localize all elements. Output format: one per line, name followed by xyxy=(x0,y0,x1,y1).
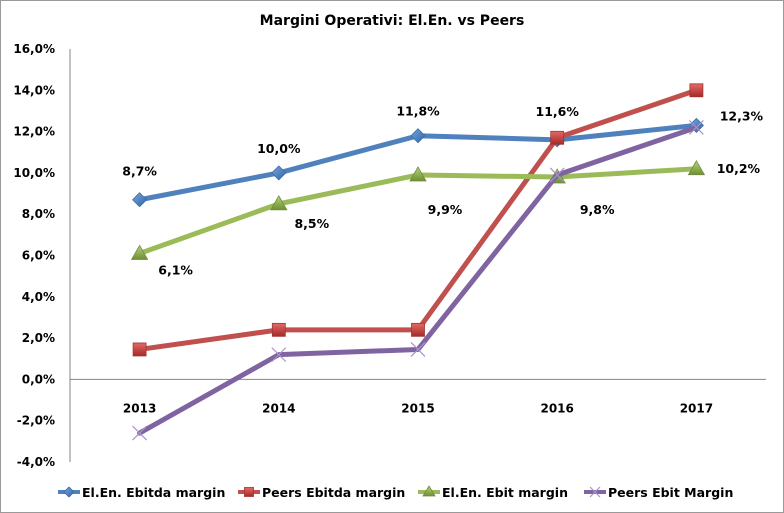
legend-item-elen-ebitda: El.En. Ebitda margin xyxy=(58,485,225,500)
y-tick-label: 12,0% xyxy=(13,125,55,139)
data-point-peers-ebitda xyxy=(271,322,286,337)
legend-marker-peers-ebitda xyxy=(244,487,254,497)
x-tick-label: 2014 xyxy=(262,401,295,415)
data-label-elen-ebitda: 12,3% xyxy=(720,108,764,123)
series-peers-ebitda xyxy=(132,83,704,357)
y-tick-label: 14,0% xyxy=(13,83,55,97)
legend-marker-elen-ebitda xyxy=(63,486,75,498)
data-label-elen-ebitda: 8,7% xyxy=(122,164,157,179)
data-point-peers-ebit xyxy=(688,120,704,135)
data-label-elen-ebitda: 11,6% xyxy=(536,104,580,119)
x-tick-label: 2015 xyxy=(401,401,434,415)
legend-label: El.En. Ebitda margin xyxy=(82,485,225,500)
data-label-elen-ebit: 10,2% xyxy=(717,161,761,176)
chart-title: Margini Operativi: El.En. vs Peers xyxy=(260,13,525,29)
data-label-elen-ebitda: 11,8% xyxy=(396,104,440,119)
axes: 16,0% 14,0% 12,0% 10,0% 8,0% 6,0% 4,0% 2,0% 0,0%… xyxy=(13,42,766,469)
legend: El.En. Ebitda margin Peers Ebitda margin E… xyxy=(58,485,733,500)
legend-item-peers-ebitda: Peers Ebitda margin xyxy=(238,485,405,500)
x-marker-stroke xyxy=(132,425,148,441)
data-point-peers-ebit xyxy=(549,167,565,183)
y-tick-label: 4,0% xyxy=(22,290,55,304)
legend-marker-peers-ebit xyxy=(589,486,601,498)
x-marker-stroke xyxy=(549,167,565,183)
data-point-peers-ebit xyxy=(271,347,287,363)
y-tick-label: 8,0% xyxy=(22,207,55,221)
data-label-elen-ebitda: 10,0% xyxy=(257,141,301,156)
x-marker-stroke xyxy=(410,342,426,357)
data-point-elen-ebit xyxy=(687,159,706,176)
data-point-peers-ebit xyxy=(132,425,148,441)
x-tick-label: 2017 xyxy=(680,401,713,415)
data-point-elen-ebitda xyxy=(271,165,287,181)
x-tick-label: 2016 xyxy=(540,401,573,415)
legend-marker-elen-ebit xyxy=(422,485,436,497)
legend-label: Peers Ebit Margin xyxy=(608,485,733,500)
data-point-peers-ebitda xyxy=(689,83,704,98)
x-marker-stroke xyxy=(271,347,287,363)
data-point-elen-ebit xyxy=(270,195,288,211)
data-label-elen-ebit: 9,8% xyxy=(580,202,615,217)
x-tick-label: 2013 xyxy=(123,401,156,415)
y-tick-label: -4,0% xyxy=(17,455,55,469)
series-elen-ebitda xyxy=(132,117,704,208)
y-tick-label: -2,0% xyxy=(17,414,55,428)
data-point-peers-ebitda xyxy=(550,130,565,145)
series-elen-ebit xyxy=(130,159,706,260)
series-peers-ebit xyxy=(132,120,704,441)
x-marker-stroke xyxy=(688,120,704,135)
legend-item-elen-ebit: El.En. Ebit margin xyxy=(418,485,568,500)
data-point-elen-ebitda xyxy=(132,192,148,208)
data-label-elen-ebit: 9,9% xyxy=(428,202,463,217)
data-label-elen-ebit: 8,5% xyxy=(294,216,329,231)
data-labels: 8,7% 10,0% 11,8% 11,6% 12,3% 6,1% 8,5% 9,9% 9,8%… xyxy=(122,104,763,278)
data-point-elen-ebitda xyxy=(410,128,426,144)
series-layer xyxy=(130,83,706,441)
y-tick-label: 10,0% xyxy=(13,166,55,180)
legend-label: Peers Ebitda margin xyxy=(262,485,405,500)
legend-item-peers-ebit: Peers Ebit Margin xyxy=(584,485,733,500)
y-tick-label: 16,0% xyxy=(13,42,55,56)
data-point-elen-ebit xyxy=(409,166,427,182)
data-point-peers-ebit xyxy=(410,342,426,357)
x-marker-stroke xyxy=(589,486,601,498)
data-label-elen-ebit: 6,1% xyxy=(158,262,193,277)
y-tick-label: 6,0% xyxy=(22,249,55,263)
data-point-peers-ebitda xyxy=(132,342,147,357)
data-point-peers-ebitda xyxy=(411,322,425,337)
y-tick-label: 2,0% xyxy=(22,331,55,345)
legend-label: El.En. Ebit margin xyxy=(442,485,568,500)
y-tick-label: 0,0% xyxy=(22,372,55,386)
data-point-elen-ebit xyxy=(130,244,149,260)
